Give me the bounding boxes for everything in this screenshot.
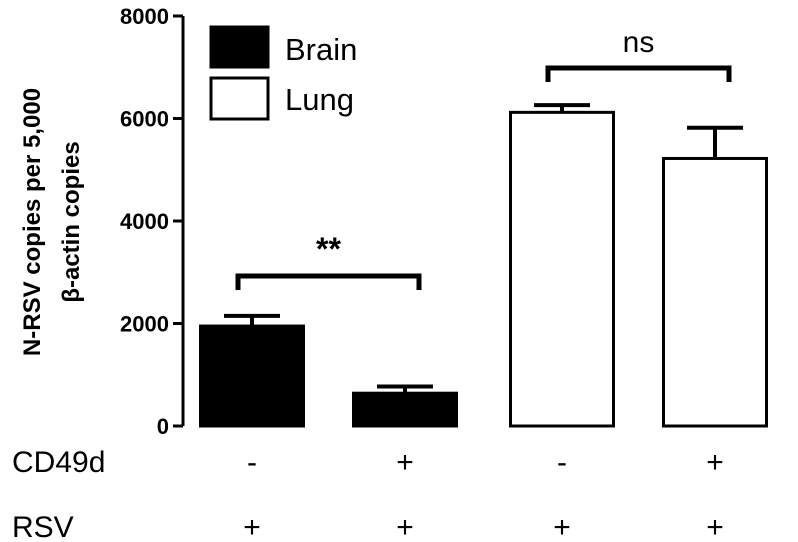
condition-cd49d-3: - bbox=[557, 446, 567, 479]
y-tick-label-4: 8000 bbox=[120, 4, 169, 29]
condition-cd49d-2: + bbox=[396, 446, 414, 479]
row-label-cd49d: CD49d bbox=[12, 446, 105, 479]
y-tick-label-2: 4000 bbox=[120, 209, 169, 234]
bars bbox=[199, 103, 768, 428]
bar-lung-cd49d-minus bbox=[509, 110, 615, 428]
condition-table: CD49d - + - + RSV + + + + bbox=[12, 446, 724, 542]
condition-rsv-1: + bbox=[243, 511, 261, 542]
significance-label-lung: ns bbox=[623, 26, 655, 59]
legend-swatch-lung bbox=[209, 76, 270, 121]
row-label-rsv: RSV bbox=[12, 511, 74, 542]
bar-lung-cd49d-plus bbox=[662, 156, 768, 428]
legend-label-brain: Brain bbox=[285, 32, 357, 67]
significance-brackets: ** ns bbox=[235, 26, 732, 290]
significance-bracket-brain bbox=[235, 273, 422, 290]
significance-label-brain: ** bbox=[316, 231, 341, 267]
y-axis-title-line-1: N-RSV copies per 5,000 bbox=[19, 88, 46, 356]
bar-brain-cd49d-plus bbox=[352, 391, 458, 428]
legend: Brain Lung bbox=[209, 25, 357, 121]
bar-brain-cd49d-minus bbox=[199, 324, 305, 428]
y-tick-label-3: 6000 bbox=[120, 107, 169, 132]
y-tick-label-0: 0 bbox=[157, 414, 169, 439]
significance-bracket-lung bbox=[545, 65, 732, 82]
y-tick-label-1: 2000 bbox=[120, 312, 169, 337]
condition-rsv-3: + bbox=[553, 511, 571, 542]
y-axis-title-line-2: β-actin copies bbox=[58, 141, 85, 302]
condition-cd49d-1: - bbox=[247, 446, 257, 479]
condition-rsv-4: + bbox=[706, 511, 724, 542]
legend-swatch-brain bbox=[209, 25, 270, 69]
legend-label-lung: Lung bbox=[285, 82, 354, 117]
y-axis: 0 2000 4000 6000 8000 bbox=[120, 4, 185, 439]
condition-cd49d-4: + bbox=[706, 446, 724, 479]
condition-rsv-2: + bbox=[396, 511, 414, 542]
